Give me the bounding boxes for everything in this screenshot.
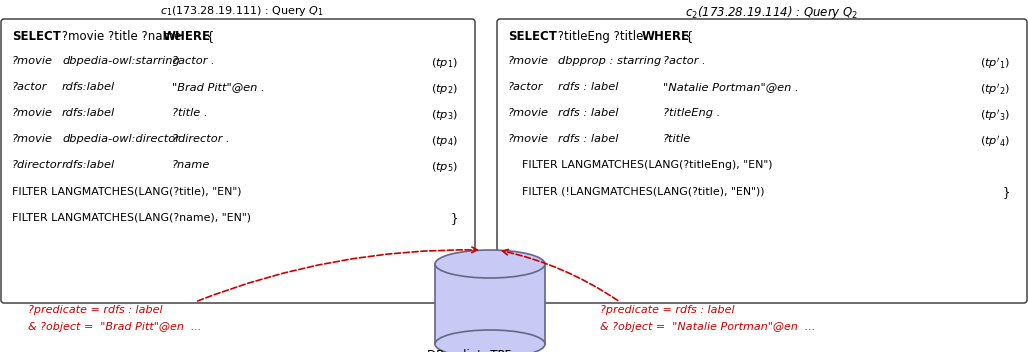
Text: ?title: ?title — [663, 134, 691, 144]
Text: ?name: ?name — [172, 160, 211, 170]
Text: "Natalie Portman"@en .: "Natalie Portman"@en . — [663, 82, 799, 92]
Text: DBpedia's TPF server: DBpedia's TPF server — [428, 349, 553, 352]
Text: $(tp_2)$: $(tp_2)$ — [431, 82, 458, 96]
Text: rdfs : label: rdfs : label — [558, 82, 619, 92]
Text: {: { — [682, 30, 693, 43]
Text: FILTER (!LANGMATCHES(LANG(?title), "EN")): FILTER (!LANGMATCHES(LANG(?title), "EN")… — [522, 186, 765, 196]
Text: SELECT: SELECT — [12, 30, 61, 43]
Text: ?actor: ?actor — [508, 82, 544, 92]
Text: ?predicate = rdfs : label: ?predicate = rdfs : label — [28, 305, 162, 315]
Text: {: { — [203, 30, 214, 43]
FancyBboxPatch shape — [1, 19, 475, 303]
Text: dbpedia-owl:starring: dbpedia-owl:starring — [62, 56, 180, 66]
Text: ?movie: ?movie — [508, 134, 549, 144]
Text: ?predicate = rdfs : label: ?predicate = rdfs : label — [600, 305, 735, 315]
Text: }: } — [450, 212, 458, 225]
Text: dbpprop : starring: dbpprop : starring — [558, 56, 661, 66]
Text: rdfs:label: rdfs:label — [62, 108, 115, 118]
Text: ?movie: ?movie — [12, 108, 53, 118]
Text: rdfs:label: rdfs:label — [62, 82, 115, 92]
Polygon shape — [435, 264, 545, 344]
Text: FILTER LANGMATCHES(LANG(?titleEng), "EN"): FILTER LANGMATCHES(LANG(?titleEng), "EN"… — [522, 160, 772, 170]
Text: WHERE: WHERE — [163, 30, 211, 43]
Text: ?movie ?title ?name: ?movie ?title ?name — [58, 30, 185, 43]
Text: ?director: ?director — [12, 160, 63, 170]
Text: ?title .: ?title . — [172, 108, 208, 118]
Text: ?titleEng ?title: ?titleEng ?title — [554, 30, 647, 43]
Text: $(tp'_2)$: $(tp'_2)$ — [980, 82, 1009, 97]
Text: ?movie: ?movie — [508, 56, 549, 66]
Text: rdfs:label: rdfs:label — [62, 160, 115, 170]
Text: WHERE: WHERE — [642, 30, 690, 43]
Text: ?movie: ?movie — [12, 56, 53, 66]
FancyBboxPatch shape — [497, 19, 1027, 303]
Text: & ?object =  "Brad Pitt"@en  ...: & ?object = "Brad Pitt"@en ... — [28, 322, 201, 332]
Text: $c_2$(173.28.19.114) : Query $Q_2$: $c_2$(173.28.19.114) : Query $Q_2$ — [686, 4, 858, 21]
Text: $c_1$(173.28.19.111) : Query $Q_1$: $c_1$(173.28.19.111) : Query $Q_1$ — [160, 4, 324, 18]
Text: }: } — [1002, 186, 1009, 199]
Text: $(tp_1)$: $(tp_1)$ — [431, 56, 458, 70]
Ellipse shape — [435, 250, 545, 278]
Text: ?movie: ?movie — [508, 108, 549, 118]
Text: $(tp'_1)$: $(tp'_1)$ — [980, 56, 1009, 71]
Text: $(tp'_4)$: $(tp'_4)$ — [980, 134, 1009, 149]
Text: $(tp'_3)$: $(tp'_3)$ — [980, 108, 1009, 123]
Text: "Brad Pitt"@en .: "Brad Pitt"@en . — [172, 82, 264, 92]
Text: FILTER LANGMATCHES(LANG(?title), "EN"): FILTER LANGMATCHES(LANG(?title), "EN") — [12, 186, 242, 196]
Text: ?actor: ?actor — [12, 82, 47, 92]
Text: ?movie: ?movie — [12, 134, 53, 144]
Text: ?director .: ?director . — [172, 134, 229, 144]
Text: $(tp_5)$: $(tp_5)$ — [431, 160, 458, 174]
Text: dbpedia-owl:director: dbpedia-owl:director — [62, 134, 180, 144]
Text: SELECT: SELECT — [508, 30, 557, 43]
Text: rdfs : label: rdfs : label — [558, 134, 619, 144]
Text: ?actor .: ?actor . — [663, 56, 705, 66]
Text: & ?object =  "Natalie Portman"@en  ...: & ?object = "Natalie Portman"@en ... — [600, 322, 815, 332]
Text: ?actor .: ?actor . — [172, 56, 215, 66]
Text: $(tp_3)$: $(tp_3)$ — [431, 108, 458, 122]
Text: FILTER LANGMATCHES(LANG(?name), "EN"): FILTER LANGMATCHES(LANG(?name), "EN") — [12, 212, 251, 222]
Text: $(tp_4)$: $(tp_4)$ — [431, 134, 458, 148]
Ellipse shape — [435, 330, 545, 352]
Text: rdfs : label: rdfs : label — [558, 108, 619, 118]
Text: ?titleEng .: ?titleEng . — [663, 108, 721, 118]
